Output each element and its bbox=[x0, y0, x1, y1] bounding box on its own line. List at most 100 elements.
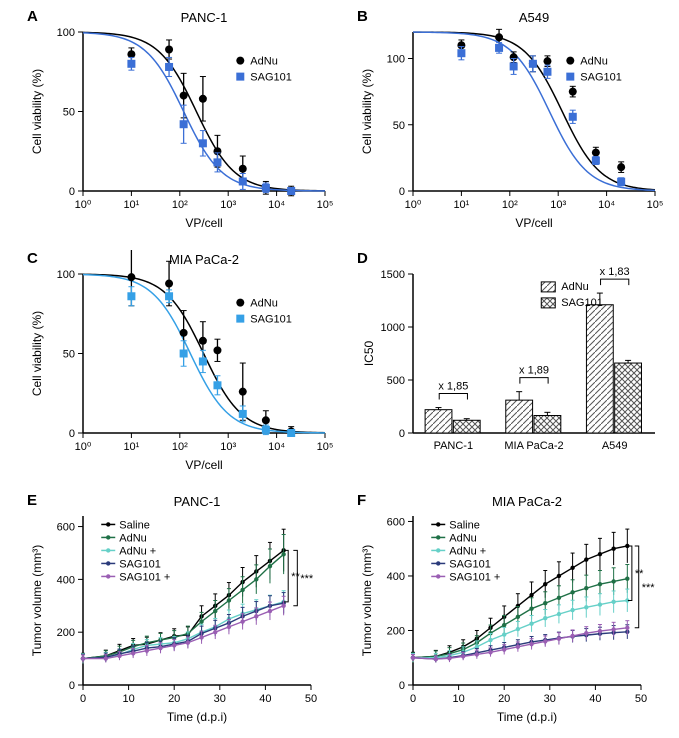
panel-c: C10⁰10¹10²10³10⁴10⁵050100VP/cellCell via… bbox=[25, 250, 335, 475]
svg-text:40: 40 bbox=[589, 693, 601, 705]
panel-label-a: A bbox=[27, 8, 38, 25]
svg-text:10: 10 bbox=[452, 693, 464, 705]
svg-text:200: 200 bbox=[387, 625, 405, 637]
plot-b: 10⁰ 10¹ 10² 10³ 10⁴ 10⁵ 0 50 100 VP/cell Cell viab… bbox=[355, 8, 665, 233]
svg-text:VP/cell: VP/cell bbox=[185, 458, 222, 472]
svg-text:10²: 10² bbox=[502, 199, 518, 211]
svg-text:***: *** bbox=[300, 573, 314, 585]
svg-text:AdNu: AdNu bbox=[449, 532, 477, 544]
svg-text:PANC-1: PANC-1 bbox=[174, 494, 221, 509]
svg-text:50: 50 bbox=[63, 349, 75, 361]
svg-text:***: *** bbox=[642, 582, 656, 594]
svg-text:MIA PaCa-2: MIA PaCa-2 bbox=[169, 252, 239, 267]
svg-text:10²: 10² bbox=[172, 441, 188, 453]
svg-text:SAG101: SAG101 bbox=[119, 558, 161, 570]
svg-text:0: 0 bbox=[69, 186, 75, 198]
svg-text:30: 30 bbox=[544, 693, 556, 705]
svg-text:0: 0 bbox=[69, 428, 75, 440]
plot-e: 0 10 20 30 40 50 0 200 400 600 Time (d.p.i) Tumor v… bbox=[25, 492, 335, 727]
svg-text:MIA PaCa-2: MIA PaCa-2 bbox=[504, 440, 563, 452]
plot-d: 050010001500IC50PANC-1x 1,85MIA PaCa-2x … bbox=[355, 250, 665, 475]
svg-text:x 1,89: x 1,89 bbox=[519, 365, 549, 377]
svg-text:10⁵: 10⁵ bbox=[317, 199, 334, 211]
svg-text:Tumor volume (mm³): Tumor volume (mm³) bbox=[360, 545, 374, 657]
panel-d: D050010001500IC50PANC-1x 1,85MIA PaCa-2x… bbox=[355, 250, 665, 475]
svg-text:10⁴: 10⁴ bbox=[268, 199, 285, 211]
svg-text:10¹: 10¹ bbox=[123, 199, 139, 211]
svg-text:Time (d.p.i): Time (d.p.i) bbox=[167, 710, 227, 724]
panel-label-f: F bbox=[357, 492, 366, 509]
svg-text:AdNu +: AdNu + bbox=[449, 545, 486, 557]
svg-text:10⁰: 10⁰ bbox=[75, 441, 92, 453]
svg-text:SAG101: SAG101 bbox=[580, 72, 622, 84]
svg-text:x 1,85: x 1,85 bbox=[438, 381, 468, 393]
panel-f: F010203040500200400600Time (d.p.i)Tumor … bbox=[355, 492, 665, 727]
plot-a: 10⁰10¹10²10³10⁴10⁵050100VP/cellCell viab… bbox=[25, 8, 335, 233]
svg-text:1000: 1000 bbox=[381, 322, 405, 334]
svg-text:10⁰: 10⁰ bbox=[75, 199, 92, 211]
svg-text:SAG101: SAG101 bbox=[449, 558, 491, 570]
svg-text:100: 100 bbox=[57, 269, 75, 281]
svg-text:Tumor volume (mm³): Tumor volume (mm³) bbox=[30, 545, 44, 657]
svg-text:IC50: IC50 bbox=[362, 341, 376, 367]
svg-text:10¹: 10¹ bbox=[453, 199, 469, 211]
svg-text:1500: 1500 bbox=[381, 269, 405, 281]
svg-text:SAG101: SAG101 bbox=[561, 297, 603, 309]
svg-text:AdNu: AdNu bbox=[250, 56, 278, 68]
svg-text:0: 0 bbox=[399, 428, 405, 440]
svg-text:50: 50 bbox=[393, 120, 405, 132]
svg-text:PANC-1: PANC-1 bbox=[181, 10, 228, 25]
svg-text:SAG101 +: SAG101 + bbox=[119, 571, 170, 583]
figure: A10⁰10¹10²10³10⁴10⁵050100VP/cellCell via… bbox=[0, 0, 679, 738]
svg-text:600: 600 bbox=[57, 522, 75, 534]
svg-text:500: 500 bbox=[387, 375, 405, 387]
svg-text:10³: 10³ bbox=[220, 199, 236, 211]
svg-text:40: 40 bbox=[259, 693, 271, 705]
svg-text:400: 400 bbox=[387, 571, 405, 583]
svg-text:100: 100 bbox=[57, 27, 75, 39]
svg-text:SAG101: SAG101 bbox=[250, 314, 292, 326]
svg-text:100: 100 bbox=[387, 54, 405, 66]
svg-text:10⁴: 10⁴ bbox=[268, 441, 285, 453]
svg-text:x 1,83: x 1,83 bbox=[600, 266, 630, 278]
svg-text:Saline: Saline bbox=[119, 519, 150, 531]
svg-text:10¹: 10¹ bbox=[123, 441, 139, 453]
svg-text:10: 10 bbox=[122, 693, 134, 705]
svg-text:30: 30 bbox=[214, 693, 226, 705]
panel-label-d: D bbox=[357, 250, 368, 267]
svg-text:600: 600 bbox=[387, 516, 405, 528]
svg-text:AdNu: AdNu bbox=[580, 56, 608, 68]
svg-text:10²: 10² bbox=[172, 199, 188, 211]
panel-a: A10⁰10¹10²10³10⁴10⁵050100VP/cellCell via… bbox=[25, 8, 335, 233]
svg-text:Cell viability (%): Cell viability (%) bbox=[30, 69, 44, 154]
panel-label-c: C bbox=[27, 250, 38, 267]
svg-text:0: 0 bbox=[399, 186, 405, 198]
svg-text:AdNu: AdNu bbox=[119, 532, 147, 544]
svg-text:AdNu: AdNu bbox=[250, 298, 278, 310]
svg-text:200: 200 bbox=[57, 627, 75, 639]
svg-text:20: 20 bbox=[168, 693, 180, 705]
svg-text:10⁰: 10⁰ bbox=[405, 199, 422, 211]
svg-text:20: 20 bbox=[498, 693, 510, 705]
svg-text:Cell viability (%): Cell viability (%) bbox=[360, 69, 374, 154]
svg-text:0: 0 bbox=[69, 680, 75, 692]
svg-text:50: 50 bbox=[305, 693, 317, 705]
panel-label-e: E bbox=[27, 492, 37, 509]
svg-text:SAG101: SAG101 bbox=[250, 72, 292, 84]
svg-text:400: 400 bbox=[57, 574, 75, 586]
svg-text:AdNu +: AdNu + bbox=[119, 545, 156, 557]
svg-text:A549: A549 bbox=[602, 440, 628, 452]
svg-text:0: 0 bbox=[410, 693, 416, 705]
svg-text:10⁵: 10⁵ bbox=[647, 199, 664, 211]
svg-text:10⁴: 10⁴ bbox=[598, 199, 615, 211]
panel-label-b: B bbox=[357, 8, 368, 25]
svg-text:Cell viability (%): Cell viability (%) bbox=[30, 311, 44, 396]
svg-text:VP/cell: VP/cell bbox=[515, 216, 552, 230]
svg-text:SAG101 +: SAG101 + bbox=[449, 571, 500, 583]
svg-text:0: 0 bbox=[399, 680, 405, 692]
svg-text:AdNu: AdNu bbox=[561, 281, 589, 293]
panel-e: E 0 10 20 30 40 50 0 200 400 600 Time (d.p.i) Tumor … bbox=[25, 492, 335, 727]
plot-c: 10⁰10¹10²10³10⁴10⁵050100VP/cellCell viab… bbox=[25, 250, 335, 475]
svg-text:0: 0 bbox=[80, 693, 86, 705]
svg-text:10³: 10³ bbox=[550, 199, 566, 211]
